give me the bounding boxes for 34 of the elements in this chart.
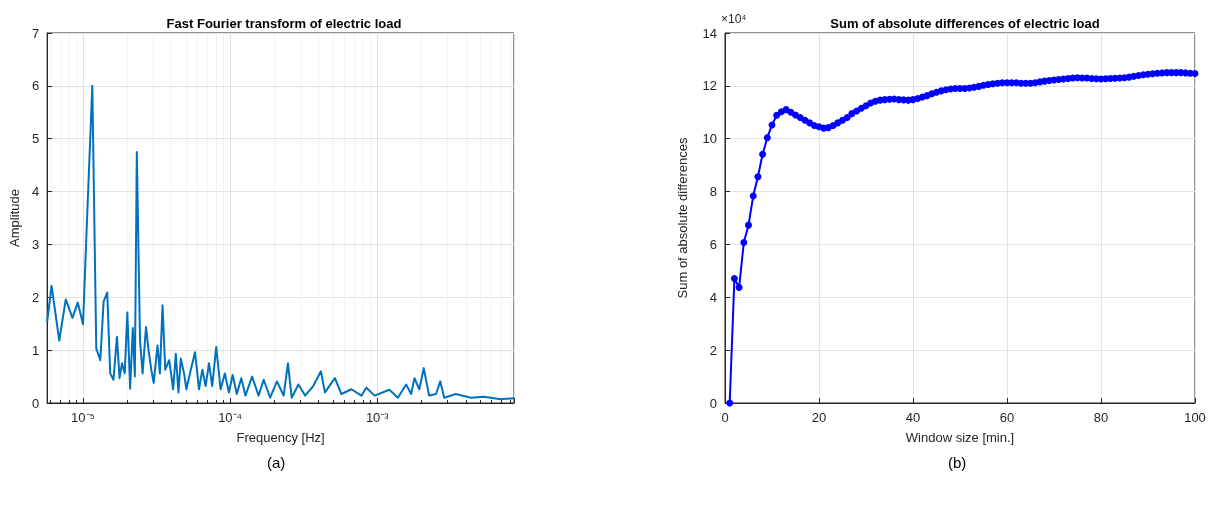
y-tick-label: 0 <box>709 395 717 411</box>
x-tick-label: 60 <box>999 410 1015 425</box>
x-tick-label: 100 <box>1184 410 1206 425</box>
x-tick-label: 10⁻⁵ <box>71 410 95 425</box>
x-axis-title: Frequency [Hz] <box>236 430 325 445</box>
y-tick-label: 4 <box>709 289 717 305</box>
chart-title: Sum of absolute differences of electric load <box>830 16 1100 31</box>
x-axis-title: Window size [min.] <box>905 430 1015 445</box>
y-tick-label: 8 <box>709 184 717 200</box>
y-tick-label: 14 <box>702 25 717 41</box>
x-tick-label: 10⁻⁴ <box>218 410 243 425</box>
y-axis-title: Sum of absolute differences <box>675 137 690 299</box>
y-tick-label: 1 <box>31 342 40 358</box>
y-tick-label: 5 <box>31 131 40 147</box>
y-tick-label: 6 <box>709 236 717 252</box>
y-tick-label: 3 <box>31 236 40 252</box>
y-tick-label: 0 <box>31 395 40 411</box>
y-tick-label: 10 <box>702 131 717 147</box>
x-tick-label: 40 <box>905 410 921 425</box>
y-tick-label: 7 <box>31 25 40 41</box>
y-tick-label: 2 <box>31 289 40 305</box>
y-axis-title: Amplitude <box>7 189 22 247</box>
y-tick-label: 12 <box>702 78 717 94</box>
x-tick-label: 10⁻³ <box>365 410 390 425</box>
text: (a) <box>267 454 286 471</box>
y-tick-label: 6 <box>31 78 40 94</box>
x-tick-label: 20 <box>811 410 827 425</box>
text: ×10⁴ <box>721 12 747 26</box>
x-tick-label: 0 <box>721 410 729 425</box>
chart-title: Fast Fourier transform of electric load <box>166 16 402 31</box>
text: (b) <box>948 454 967 471</box>
y-tick-label: 4 <box>31 184 40 200</box>
y-tick-label: 2 <box>709 342 717 358</box>
x-tick-label: 80 <box>1093 410 1109 425</box>
